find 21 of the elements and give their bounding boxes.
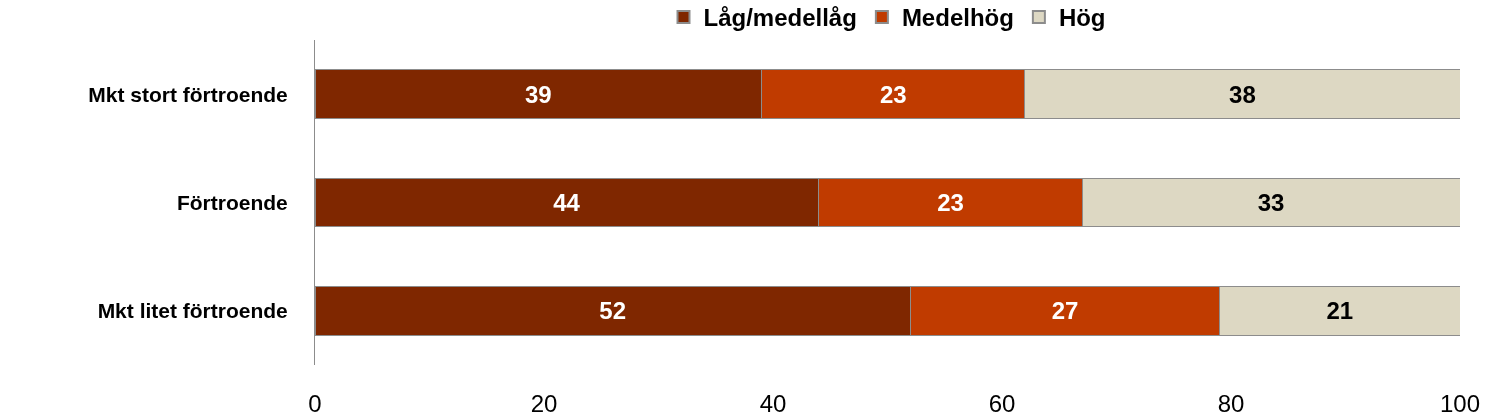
x-tick-label: 100 xyxy=(1439,390,1481,417)
legend-label: Hög xyxy=(1058,4,1106,32)
legend-label: Låg/medellåg xyxy=(703,4,857,32)
data-label: 23 xyxy=(879,80,907,108)
x-tick-label: 80 xyxy=(1217,390,1245,417)
x-tick-label: 0 xyxy=(308,390,322,417)
data-label: 27 xyxy=(1051,297,1079,325)
data-label: 33 xyxy=(1257,189,1285,217)
data-label: 23 xyxy=(937,189,964,217)
data-label: 44 xyxy=(553,189,581,217)
x-tick-label: 40 xyxy=(759,390,787,417)
y-tick-label: Mkt litet förtroende xyxy=(97,299,288,323)
y-tick-label: Mkt stort förtroende xyxy=(88,82,288,106)
x-tick-label: 60 xyxy=(988,390,1016,417)
data-label: 52 xyxy=(599,297,627,325)
x-tick-label: 20 xyxy=(530,390,558,417)
data-label: 38 xyxy=(1229,80,1256,108)
data-label: 21 xyxy=(1326,297,1354,325)
y-tick-label: Förtroende xyxy=(176,190,288,214)
legend-label: Medelhög xyxy=(901,4,1014,32)
data-label: 39 xyxy=(524,80,552,108)
